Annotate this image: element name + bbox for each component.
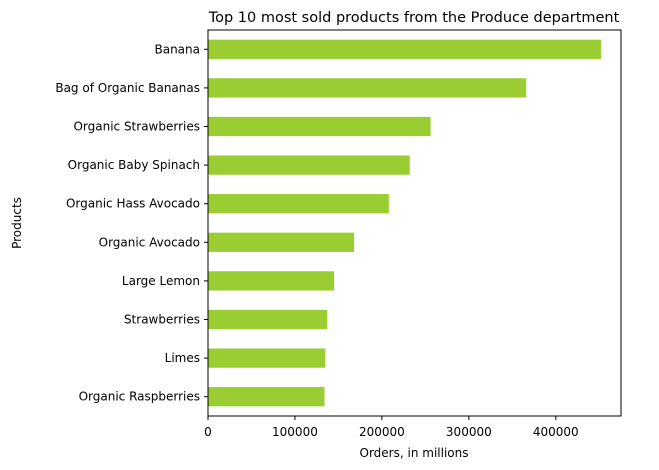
y-tick-label: Banana [154,42,200,56]
bar-4 [208,155,410,175]
bar-2 [208,78,527,98]
y-tick-label: Organic Raspberries [79,390,200,404]
y-tick-label: Bag of Organic Bananas [55,81,200,95]
x-tick-label: 400000 [533,425,579,439]
x-axis-label: Orders, in millions [360,446,469,460]
y-tick-label: Organic Hass Avocado [66,197,200,211]
x-tick-label: 0 [204,425,212,439]
x-tick-label: 100000 [272,425,318,439]
x-tick-label: 300000 [446,425,492,439]
bar-6 [208,232,355,252]
plot-frame [207,29,622,417]
y-tick-label: Organic Avocado [99,235,200,249]
bar-9 [208,348,326,368]
bar-10 [208,387,325,407]
y-tick-label: Organic Strawberries [73,120,200,134]
bars-layer [208,39,602,407]
chart-title: Top 10 most sold products from the Produ… [208,10,620,26]
bar-7 [208,271,335,291]
bar-5 [208,194,389,214]
y-tick-label: Organic Baby Spinach [68,158,200,172]
y-tick-label: Large Lemon [122,274,200,288]
bar-8 [208,309,328,330]
bar-1 [208,39,602,59]
x-axis-ticks: 0 100000 200000 300000 400000 [204,416,579,439]
bar-3 [208,116,431,137]
y-axis-ticks: Banana Bag of Organic Bananas Organic Stra… [55,42,208,404]
y-tick-label: Strawberries [124,313,200,327]
y-tick-label: Limes [165,351,200,365]
y-axis-label: Products [10,197,24,249]
x-tick-label: 200000 [359,425,405,439]
